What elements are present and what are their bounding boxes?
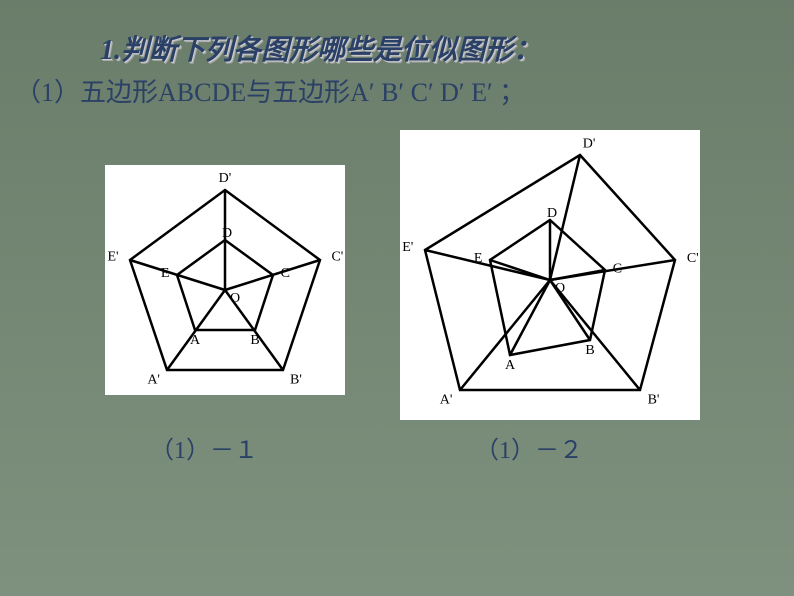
svg-text:D: D xyxy=(222,226,232,241)
svg-text:C: C xyxy=(613,262,622,277)
caption-1: （1）－１ xyxy=(150,430,258,465)
svg-text:C: C xyxy=(281,266,290,281)
svg-text:B: B xyxy=(585,343,594,358)
caption-2: （1）－２ xyxy=(475,430,583,465)
svg-text:A': A' xyxy=(440,392,453,407)
svg-text:A: A xyxy=(505,358,516,373)
svg-text:A': A' xyxy=(147,373,160,388)
svg-text:C': C' xyxy=(331,249,343,264)
figure-2: O D C B A E D' C' B' A' E' xyxy=(400,130,700,420)
pentagon-diagram-1: O D C B A E D' C' B' A' E' xyxy=(105,165,345,395)
svg-text:D': D' xyxy=(583,136,596,151)
svg-text:E: E xyxy=(474,251,483,266)
svg-text:E': E' xyxy=(107,249,118,264)
svg-text:D': D' xyxy=(219,171,232,186)
svg-text:D: D xyxy=(547,206,557,221)
svg-text:O: O xyxy=(230,291,240,306)
svg-text:B': B' xyxy=(648,392,660,407)
question-text: （1）五边形ABCDE与五边形A′ B′ C′ D′ E′ ； xyxy=(15,72,525,109)
svg-text:E': E' xyxy=(402,240,413,255)
svg-text:E: E xyxy=(161,266,170,281)
svg-text:A: A xyxy=(190,333,201,348)
figure-1: O D C B A E D' C' B' A' E' xyxy=(105,165,345,395)
svg-text:B': B' xyxy=(290,373,302,388)
svg-text:O: O xyxy=(555,281,565,296)
pentagon-diagram-2: O D C B A E D' C' B' A' E' xyxy=(400,130,700,420)
svg-text:C': C' xyxy=(687,251,699,266)
page-title: 1.判断下列各图形哪些是位似图形： xyxy=(100,28,541,68)
svg-text:B: B xyxy=(250,333,259,348)
